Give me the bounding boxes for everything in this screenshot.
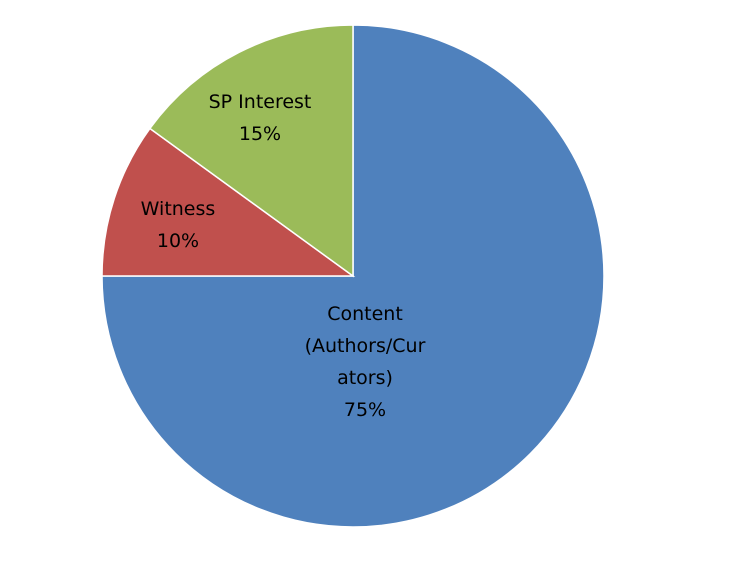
- slice-label: SP Interest 15%: [195, 86, 325, 150]
- slice-label: Content (Authors/Curators) 75%: [301, 298, 429, 426]
- category-label: SP Interest: [208, 91, 312, 113]
- category-label: Content (Authors/Curators): [304, 303, 426, 389]
- slice-label: Witness 10%: [123, 193, 233, 257]
- pie-slice: [148, 24, 354, 278]
- category-label: Witness: [140, 198, 216, 220]
- value-label: 10%: [156, 230, 200, 252]
- value-label: 15%: [238, 123, 282, 145]
- value-label: 75%: [343, 399, 387, 421]
- pie-slice: [101, 127, 356, 277]
